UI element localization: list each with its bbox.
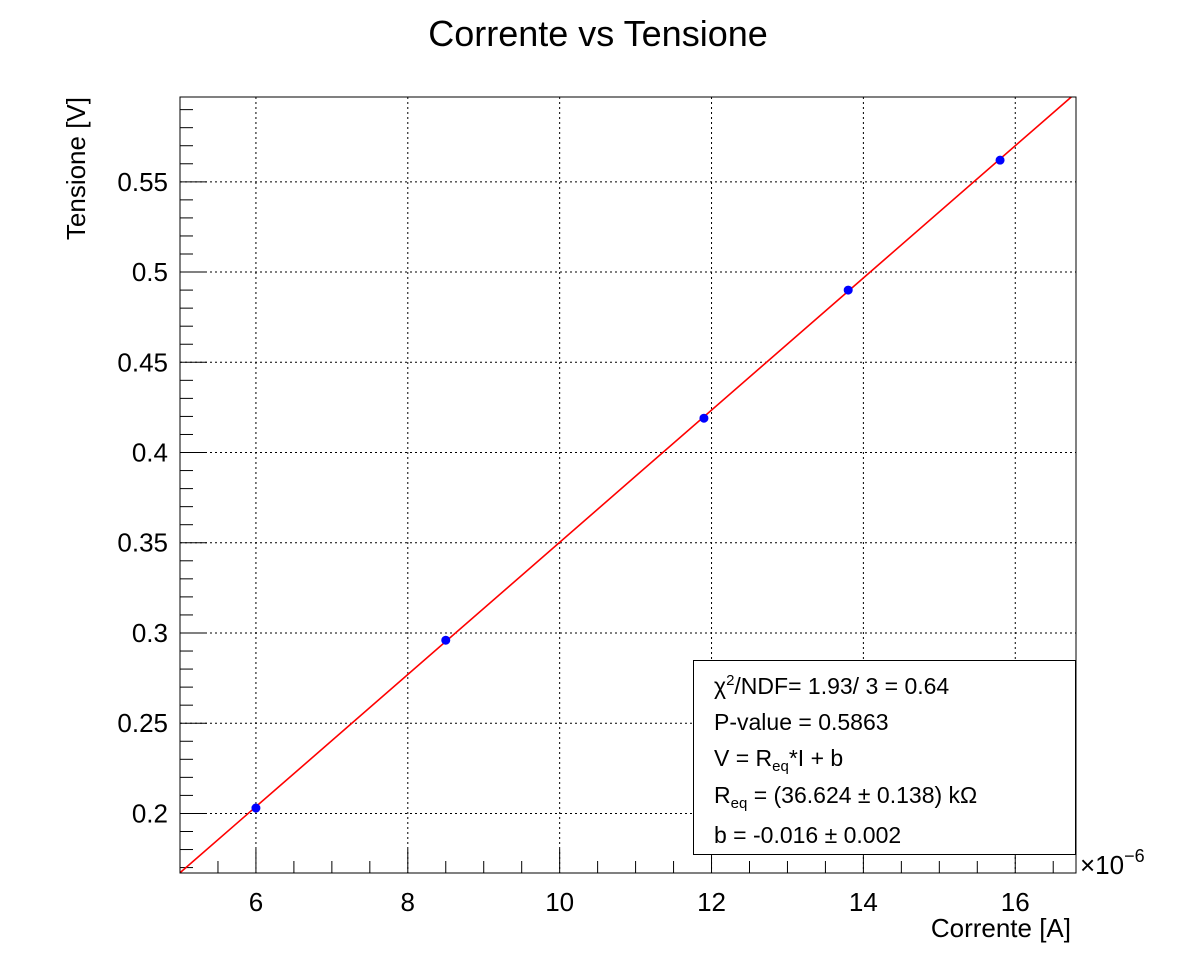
y-tick-label: 0.2: [132, 798, 168, 828]
y-tick-label: 0.25: [117, 708, 168, 738]
fit-line: [179, 96, 1072, 874]
x-tick-label: 16: [1001, 887, 1030, 917]
y-tick-label: 0.3: [132, 618, 168, 648]
data-point: [441, 635, 451, 645]
y-tick-label: 0.4: [132, 438, 168, 468]
stats-req: Req = (36.624 ± 0.138) kΩ: [714, 782, 978, 812]
x-tick-labels: 6 8 10 12 14 16: [249, 887, 1030, 917]
fit-stats-box: χ2/NDF= 1.93/ 3 = 0.64 P-value = 0.5863 …: [693, 660, 1076, 855]
x-tick-label: 6: [249, 887, 263, 917]
stats-pvalue: P-value = 0.5863: [714, 709, 889, 735]
chart-title: Corrente vs Tensione: [428, 13, 768, 54]
x-tick-label: 14: [849, 887, 878, 917]
y-tick-labels: 0.2 0.25 0.3 0.35 0.4 0.45 0.5 0.55: [117, 167, 168, 829]
data-points: [251, 155, 1005, 813]
x-tick-label: 12: [697, 887, 726, 917]
stats-chi2: χ2/NDF= 1.93/ 3 = 0.64: [714, 672, 950, 699]
x-multiplier: ×10−6: [1080, 846, 1145, 880]
data-point: [995, 155, 1005, 165]
x-tick-label: 8: [401, 887, 415, 917]
stats-b: b = -0.016 ± 0.002: [714, 822, 902, 848]
y-tick-label: 0.45: [117, 347, 168, 377]
x-axis-label: Corrente [A]: [931, 913, 1071, 943]
stats-model: V = Req*I + b: [714, 745, 844, 775]
y-tick-label: 0.35: [117, 528, 168, 558]
fit-line-segment: [179, 96, 1072, 874]
plot-frame: [179, 96, 1077, 874]
y-tick-label: 0.5: [132, 257, 168, 287]
y-axis-label: Tensione [V]: [61, 97, 91, 240]
x-tick-label: 10: [545, 887, 574, 917]
y-tick-label: 0.55: [117, 167, 168, 197]
data-point: [251, 803, 261, 813]
data-point: [699, 413, 709, 423]
data-point: [843, 285, 853, 295]
